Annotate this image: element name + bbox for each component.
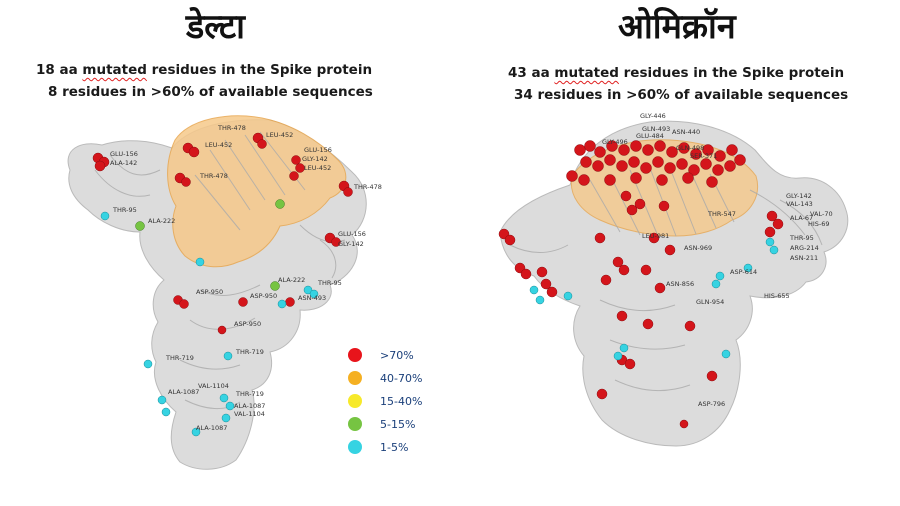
frequency-legend: >70% 40-70% 15-40% 5-15% 1-5% (348, 344, 422, 459)
residue-label: ASP-796 (698, 400, 725, 408)
residue-label: THR-478 (217, 124, 246, 132)
delta-residue-labels: GLU-156 ALA-142 THR-478 LEU-452 LEU-452 … (110, 124, 382, 432)
omicron-title: ओमिक्रॉन (618, 7, 736, 47)
residue-label: SER-371 (690, 152, 717, 160)
omicron-panel: GLY-446 GLN-493 ASN-440 GLU-484 GLY-496 … (450, 0, 900, 506)
residue-label: ALA-1087 (168, 388, 199, 396)
residue-label: THR-719 (235, 390, 264, 398)
residue-label: ALA-142 (110, 159, 137, 167)
residue-label: LEU-452 (266, 131, 293, 139)
residue-label: ASN-856 (666, 280, 694, 288)
residue-label: LEU-452 (304, 164, 331, 172)
legend-swatch (348, 348, 362, 362)
residue-label: ARG-214 (790, 244, 819, 252)
legend-label: 5-15% (380, 417, 416, 431)
omicron-subtitle-line2: 34 residues in >60% of available sequenc… (514, 87, 849, 103)
legend-item-5-15: 5-15% (348, 413, 422, 435)
legend-label: >70% (380, 348, 414, 362)
residue-label: THR-95 (112, 206, 137, 214)
residue-label: VAL-143 (786, 200, 813, 208)
residue-label: ASN-440 (672, 128, 700, 136)
legend-item-40-70: 40-70% (348, 367, 422, 389)
residue-label: GLY-446 (640, 112, 666, 120)
residue-label: HIS-655 (764, 292, 790, 300)
residue-label: GLY-142 (786, 192, 812, 200)
legend-label: 40-70% (380, 371, 423, 385)
omicron-subtitle-line1: 43 aa mutated residues in the Spike prot… (508, 65, 845, 81)
legend-swatch (348, 371, 362, 385)
residue-label: THR-719 (235, 348, 264, 356)
residue-label: ALA-1087 (234, 402, 265, 410)
residue-label: ASP-614 (730, 268, 757, 276)
residue-label: THR-95 (789, 234, 814, 242)
residue-label: THR-547 (707, 210, 736, 218)
residue-label: ALA-222 (148, 217, 175, 225)
residue-label: ASP-950 (196, 288, 223, 296)
omicron-spike-structure: GLY-446 GLN-493 ASN-440 GLU-484 GLY-496 … (498, 112, 849, 447)
residue-label: GLU-156 (110, 150, 138, 158)
residue-label: GLY-142 (338, 240, 364, 248)
residue-label: THR-95 (317, 279, 342, 287)
residue-label: VAL-1104 (198, 382, 229, 390)
residue-label: GLN-493 (642, 125, 670, 133)
residue-label: ALA-222 (278, 276, 305, 284)
residue-label: ASP-950 (234, 320, 261, 328)
residue-label: THR-478 (353, 183, 382, 191)
residue-label: GLU-156 (304, 146, 332, 154)
legend-label: 1-5% (380, 440, 409, 454)
residue-label: THR-719 (165, 354, 194, 362)
residue-label: VAL-70 (810, 210, 833, 218)
omicron-residue-labels: GLY-446 GLN-493 ASN-440 GLU-484 GLY-496 … (602, 112, 833, 408)
residue-label: GLU-484 (636, 132, 664, 140)
delta-backbone-strokes (94, 131, 346, 409)
delta-panel: GLU-156 ALA-142 THR-478 LEU-452 LEU-452 … (36, 7, 422, 470)
delta-title: डेल्टा (186, 7, 245, 47)
residue-label: GLU-156 (338, 230, 366, 238)
residue-label: ASN-493 (298, 294, 326, 302)
residue-label: LEU-981 (642, 232, 669, 240)
legend-swatch (348, 440, 362, 454)
residue-label: THR-478 (199, 172, 228, 180)
residue-label: LEU-452 (205, 141, 232, 149)
legend-item-1-5: 1-5% (348, 436, 422, 458)
legend-label: 15-40% (380, 394, 423, 408)
legend-item-gt70: >70% (348, 344, 422, 366)
residue-label: ALA-67 (790, 214, 813, 222)
residue-label: GLY-142 (302, 155, 328, 163)
residue-label: ASP-950 (250, 292, 277, 300)
residue-label: VAL-1104 (234, 410, 265, 418)
delta-subtitle-line1: 18 aa mutated residues in the Spike prot… (36, 62, 373, 78)
omicron-mutation-spheres (498, 140, 784, 429)
residue-label: ASN-211 (790, 254, 818, 262)
legend-swatch (348, 394, 362, 408)
delta-subtitle-line2: 8 residues in >60% of available sequence… (48, 84, 373, 100)
residue-label: GLN-954 (696, 298, 724, 306)
delta-mutation-spheres (92, 132, 353, 437)
residue-label: HIS-69 (808, 220, 830, 228)
residue-label: ALA-1087 (196, 424, 227, 432)
residue-label: GLY-496 (602, 138, 628, 146)
delta-spike-structure: GLU-156 ALA-142 THR-478 LEU-452 LEU-452 … (67, 115, 382, 470)
residue-label: ASN-969 (684, 244, 712, 252)
residue-label: GLN-498 (676, 144, 704, 152)
legend-item-15-40: 15-40% (348, 390, 422, 412)
legend-swatch (348, 417, 362, 431)
